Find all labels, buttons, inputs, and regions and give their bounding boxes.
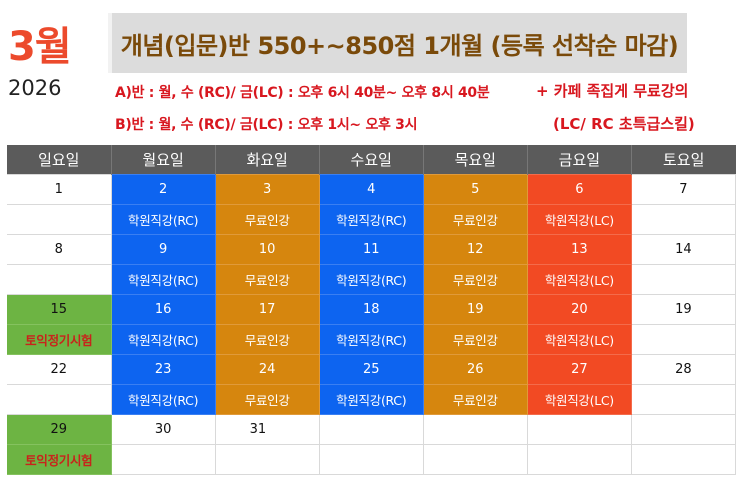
day-cell: 13 (526, 234, 632, 265)
event-label: 무료인강 (214, 204, 320, 235)
event-label: 무료인강 (422, 384, 528, 415)
day-cell: 27 (526, 354, 632, 385)
event-label (630, 444, 737, 475)
event-label: 학원직강(RC) (110, 204, 216, 235)
event-row: 학원직강(RC) 무료인강 학원직강(RC) 무료인강 학원직강(LC) (7, 264, 737, 295)
day-cell: 16 (110, 294, 216, 325)
day-cell: 24 (214, 354, 320, 385)
event-label: 무료인강 (422, 324, 528, 355)
event-label (7, 204, 112, 235)
day-cell: 14 (630, 234, 737, 265)
event-row: 토익정기시험 학원직강(RC) 무료인강 학원직강(RC) 무료인강 학원직강(… (7, 324, 737, 355)
event-label: 학원직강(RC) (318, 264, 424, 295)
weekday-header: 목요일 (423, 145, 528, 175)
weekday-header: 수요일 (319, 145, 424, 175)
day-cell: 20 (526, 294, 632, 325)
course-title: 개념(입문)반 550+~850점 1개월 (등록 선착순 마감) (120, 31, 679, 60)
day-cell (422, 414, 528, 445)
day-cell: 4 (318, 174, 424, 205)
day-cell: 29 (7, 414, 112, 445)
day-cell: 26 (422, 354, 528, 385)
event-label: 학원직강(RC) (110, 384, 216, 415)
event-label (7, 264, 112, 295)
event-label: 무료인강 (214, 324, 320, 355)
day-cell: 23 (110, 354, 216, 385)
day-cell: 10 (214, 234, 320, 265)
event-label: 학원직강(LC) (526, 264, 632, 295)
weekday-header-row: 일요일 월요일 화요일 수요일 목요일 금요일 토요일 (7, 145, 736, 175)
day-cell (630, 414, 737, 445)
promo-line-1: + 카페 족집게 무료강의 (536, 82, 689, 100)
event-label: 학원직강(RC) (318, 204, 424, 235)
day-number-row: 8 9 10 11 12 13 14 (7, 234, 737, 265)
day-cell (318, 414, 424, 445)
day-cell: 28 (630, 354, 737, 385)
day-number-row: 22 23 24 25 26 27 28 (7, 354, 737, 385)
event-label: 무료인강 (422, 264, 528, 295)
event-label: 학원직강(RC) (318, 384, 424, 415)
event-label: 학원직강(RC) (110, 264, 216, 295)
event-label (526, 444, 632, 475)
weekday-header: 금요일 (527, 145, 632, 175)
title-banner: 개념(입문)반 550+~850점 1개월 (등록 선착순 마감) (108, 13, 687, 73)
weekday-header: 토요일 (631, 145, 736, 175)
event-label (214, 444, 320, 475)
calendar-table: 일요일 월요일 화요일 수요일 목요일 금요일 토요일 1 2 3 4 5 6 … (7, 145, 737, 475)
day-cell: 8 (7, 234, 112, 265)
event-label: 학원직강(LC) (526, 384, 632, 415)
day-cell: 1 (7, 174, 112, 205)
day-cell: 19 (630, 294, 737, 325)
day-cell (526, 414, 632, 445)
day-number-row: 29 30 31 (7, 414, 737, 445)
event-label: 학원직강(RC) (318, 324, 424, 355)
weekday-header: 일요일 (7, 145, 112, 175)
day-cell: 7 (630, 174, 737, 205)
schedule-a: A)반 : 월, 수 (RC)/ 금(LC) : 오후 6시 40분~ 오후 8… (115, 85, 490, 101)
event-label (630, 264, 737, 295)
event-row: 학원직강(RC) 무료인강 학원직강(RC) 무료인강 학원직강(LC) (7, 204, 737, 235)
event-label (630, 384, 737, 415)
schedule-b: B)반 : 월, 수 (RC)/ 금(LC) : 오후 1시~ 오후 3시 (115, 117, 418, 133)
day-cell: 19 (422, 294, 528, 325)
event-label (630, 324, 737, 355)
event-label: 무료인강 (422, 204, 528, 235)
day-cell: 9 (110, 234, 216, 265)
event-label: 무료인강 (214, 384, 320, 415)
day-cell: 18 (318, 294, 424, 325)
event-label: 무료인강 (214, 264, 320, 295)
promo-line-2: (LC/ RC 초특급스킬) (553, 115, 695, 133)
event-label: 학원직강(RC) (110, 324, 216, 355)
event-label (7, 384, 112, 415)
day-cell: 31 (214, 414, 320, 445)
exam-label: 토익정기시험 (7, 324, 112, 355)
day-cell: 15 (7, 294, 112, 325)
event-label: 학원직강(LC) (526, 204, 632, 235)
weekday-header: 월요일 (111, 145, 216, 175)
day-cell: 17 (214, 294, 320, 325)
day-cell: 30 (110, 414, 216, 445)
year-label: 2026 (8, 76, 62, 100)
event-label (110, 444, 216, 475)
event-row: 토익정기시험 (7, 444, 737, 475)
exam-label: 토익정기시험 (7, 444, 112, 475)
event-label (318, 444, 424, 475)
event-label (422, 444, 528, 475)
day-number-row: 15 16 17 18 19 20 19 (7, 294, 737, 325)
weekday-header: 화요일 (215, 145, 320, 175)
event-label: 학원직강(LC) (526, 324, 632, 355)
day-cell: 22 (7, 354, 112, 385)
day-number-row: 1 2 3 4 5 6 7 (7, 174, 737, 205)
event-row: 학원직강(RC) 무료인강 학원직강(RC) 무료인강 학원직강(LC) (7, 384, 737, 415)
day-cell: 12 (422, 234, 528, 265)
month-title: 3월 (8, 24, 72, 70)
day-cell: 25 (318, 354, 424, 385)
day-cell: 2 (110, 174, 216, 205)
day-cell: 5 (422, 174, 528, 205)
day-cell: 11 (318, 234, 424, 265)
day-cell: 6 (526, 174, 632, 205)
event-label (630, 204, 737, 235)
day-cell: 3 (214, 174, 320, 205)
